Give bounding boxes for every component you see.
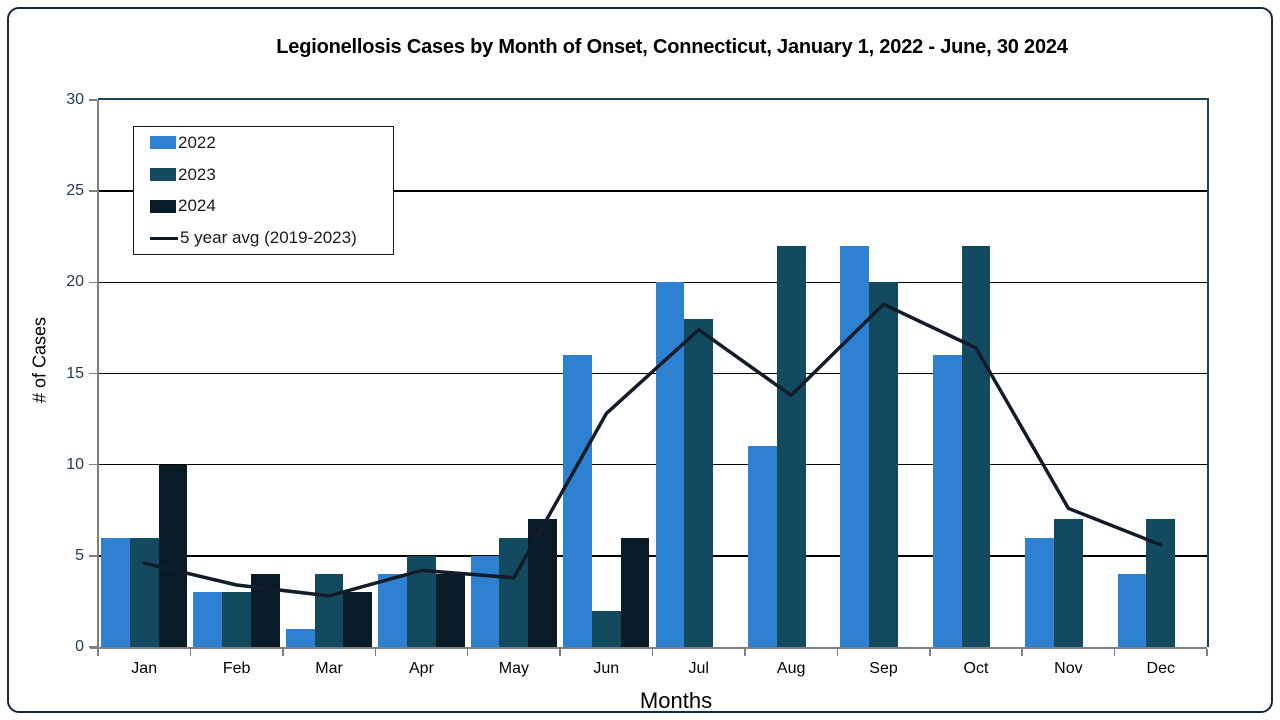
x-axis-title: Months bbox=[639, 688, 713, 713]
y-tick bbox=[89, 463, 97, 466]
gridline-y-20 bbox=[98, 281, 1207, 284]
x-tick bbox=[374, 648, 376, 656]
y-tick-label: 25 bbox=[66, 182, 84, 200]
bar-2022-may bbox=[470, 555, 500, 647]
legend-label: 2024 bbox=[178, 196, 216, 216]
bar-2024-jun bbox=[620, 537, 650, 647]
legend-box: 2022 2023 2024 5 year avg (2019-2023) bbox=[133, 126, 394, 255]
y-tick bbox=[89, 555, 97, 557]
x-tick-label-feb: Feb bbox=[222, 660, 251, 677]
y-tick bbox=[89, 372, 97, 375]
x-tick-label-jul: Jul bbox=[688, 660, 709, 677]
bar-2022-apr bbox=[378, 574, 408, 647]
x-tick-label-oct: Oct bbox=[963, 660, 989, 677]
y-axis-line bbox=[97, 100, 99, 647]
gridline-y-10 bbox=[98, 463, 1207, 466]
bar-2022-jun bbox=[563, 355, 592, 647]
legend-color-swatch bbox=[150, 136, 176, 150]
y-tick-label: 20 bbox=[66, 273, 84, 291]
x-tick-label-jun: Jun bbox=[593, 660, 620, 677]
y-tick-label: 30 bbox=[66, 91, 84, 108]
legend-line-swatch bbox=[150, 236, 178, 240]
bar-2022-mar bbox=[285, 628, 315, 647]
legend-item-2023: 2023 bbox=[150, 159, 393, 191]
bar-2023-nov bbox=[1053, 519, 1083, 647]
x-tick-label-aug: Aug bbox=[776, 660, 806, 677]
x-tick bbox=[466, 648, 469, 656]
x-tick-label-apr: Apr bbox=[409, 660, 434, 677]
bar-2023-feb bbox=[222, 592, 252, 647]
bar-2023-apr bbox=[407, 555, 436, 647]
bar-2022-dec bbox=[1117, 574, 1147, 647]
bar-2022-jan bbox=[101, 537, 130, 647]
bar-2024-mar bbox=[343, 592, 373, 647]
legend-item-2024: 2024 bbox=[150, 191, 393, 223]
plot-border-right bbox=[1207, 98, 1209, 647]
bar-2022-nov bbox=[1025, 537, 1054, 647]
bar-2022-feb bbox=[193, 592, 223, 647]
x-tick-label-nov: Nov bbox=[1054, 660, 1083, 677]
x-tick-label-jan: Jan bbox=[131, 660, 158, 677]
legend-label: 2022 bbox=[178, 132, 216, 152]
bar-2023-dec bbox=[1146, 519, 1176, 647]
bar-2022-oct bbox=[932, 355, 962, 647]
y-tick bbox=[89, 190, 97, 192]
gridline-y-15 bbox=[98, 372, 1207, 375]
bar-2023-mar bbox=[314, 574, 344, 647]
x-tick bbox=[97, 648, 99, 656]
bar-2022-jul bbox=[655, 282, 685, 647]
legend-label: 5 year avg (2019-2023) bbox=[180, 228, 357, 248]
plot-border-top bbox=[98, 98, 1209, 100]
legend-color-swatch bbox=[150, 168, 176, 182]
x-tick-label-sep: Sep bbox=[869, 660, 898, 677]
x-tick bbox=[744, 648, 746, 656]
bar-2023-jun bbox=[591, 610, 621, 647]
x-tick-label-dec: Dec bbox=[1146, 660, 1175, 677]
bar-2024-feb bbox=[251, 574, 280, 647]
bar-2022-sep bbox=[840, 245, 870, 647]
legend-color-swatch bbox=[150, 199, 176, 213]
chart-title: Legionellosis Cases by Month of Onset, C… bbox=[276, 36, 1068, 58]
x-tick bbox=[836, 648, 839, 656]
x-tick bbox=[559, 648, 561, 656]
legend-label: 2023 bbox=[178, 164, 216, 184]
x-tick bbox=[929, 648, 931, 656]
bar-2024-apr bbox=[435, 574, 465, 647]
bar-2023-sep bbox=[869, 282, 898, 647]
legend-item-5-year-avg-2019-2023-: 5 year avg (2019-2023) bbox=[150, 222, 393, 254]
x-tick bbox=[282, 648, 284, 656]
bar-2023-jul bbox=[684, 318, 714, 647]
x-tick-label-mar: Mar bbox=[315, 660, 343, 677]
legend-item-2022: 2022 bbox=[150, 127, 393, 159]
gridline-y-25 bbox=[98, 190, 1207, 192]
x-tick bbox=[1021, 648, 1023, 656]
bar-2022-aug bbox=[747, 446, 777, 647]
bar-2024-jan bbox=[158, 464, 188, 647]
y-tick-label: 5 bbox=[75, 546, 84, 564]
bar-2023-oct bbox=[961, 245, 991, 647]
x-tick bbox=[651, 648, 654, 656]
y-tick-label: 0 bbox=[75, 638, 84, 655]
avg-line bbox=[142, 302, 1163, 598]
y-tick-label: 15 bbox=[66, 364, 84, 382]
x-axis-line bbox=[90, 647, 1207, 649]
y-tick-label: 10 bbox=[66, 455, 84, 473]
bar-2023-aug bbox=[776, 245, 806, 647]
x-tick bbox=[1113, 648, 1116, 656]
bar-2024-may bbox=[528, 519, 558, 647]
x-tick-label-may: May bbox=[498, 660, 529, 677]
x-tick bbox=[1206, 648, 1208, 656]
bar-2023-may bbox=[499, 537, 529, 647]
x-tick bbox=[189, 648, 192, 656]
bar-2023-jan bbox=[129, 537, 159, 647]
y-tick bbox=[89, 99, 97, 101]
y-tick bbox=[89, 281, 97, 284]
y-axis-title: # of Cases bbox=[29, 316, 50, 404]
